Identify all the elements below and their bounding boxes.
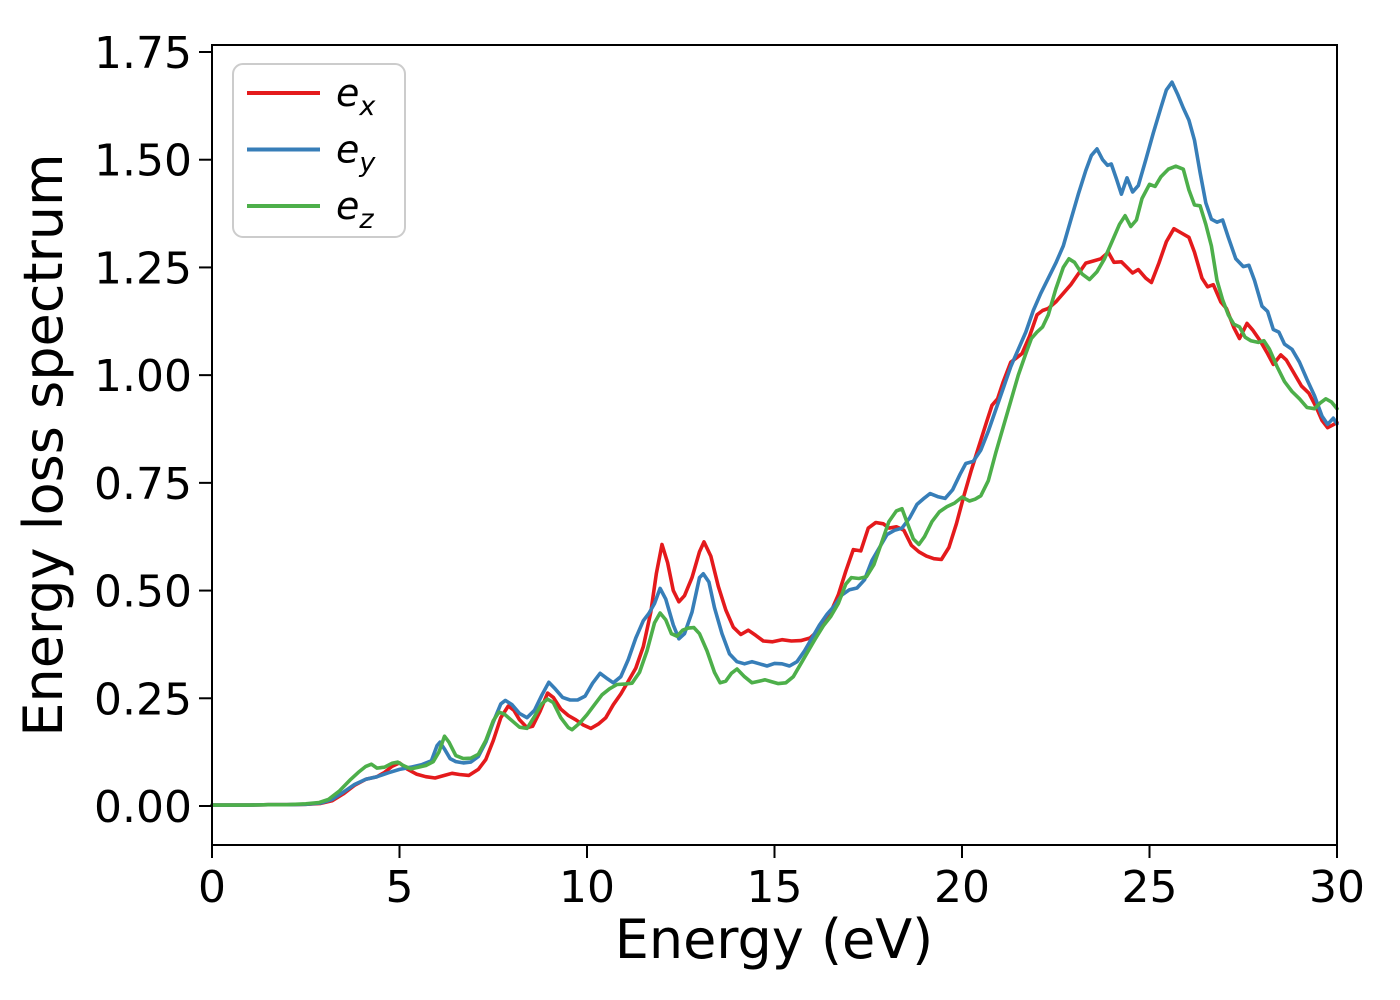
curves-layer [210,80,1339,807]
y-tick-label: 0.25 [94,674,192,725]
legend-label-ez: ez [336,184,374,235]
legend-label-ey: ey [336,128,376,179]
curve-e_z [210,164,1339,807]
x-tick-label: 25 [1122,862,1178,913]
legend-label-ex: ex [336,71,376,122]
y-axis-label: Energy loss spectrum [12,153,75,736]
x-tick-label: 0 [198,862,226,913]
x-tick-label: 10 [559,862,615,913]
x-tick-label: 15 [747,862,803,913]
y-tick-label: 0.50 [94,567,192,618]
x-axis-ticks: 0 5 10 15 20 25 30 [198,845,1365,913]
y-axis-ticks: 0.00 0.25 0.50 0.75 1.00 1.25 1.50 1.75 [94,28,212,833]
y-tick-label: 1.00 [94,351,192,402]
y-tick-label: 0.00 [94,782,192,833]
x-tick-label: 5 [386,862,414,913]
y-tick-label: 1.50 [94,136,192,187]
y-tick-label: 1.25 [94,243,192,294]
y-tick-label: 1.75 [94,28,192,79]
x-axis-label: Energy (eV) [615,908,934,971]
x-tick-label: 30 [1309,862,1365,913]
x-tick-label: 20 [934,862,990,913]
y-tick-label: 0.75 [94,459,192,510]
curve-e_x [210,226,1339,807]
